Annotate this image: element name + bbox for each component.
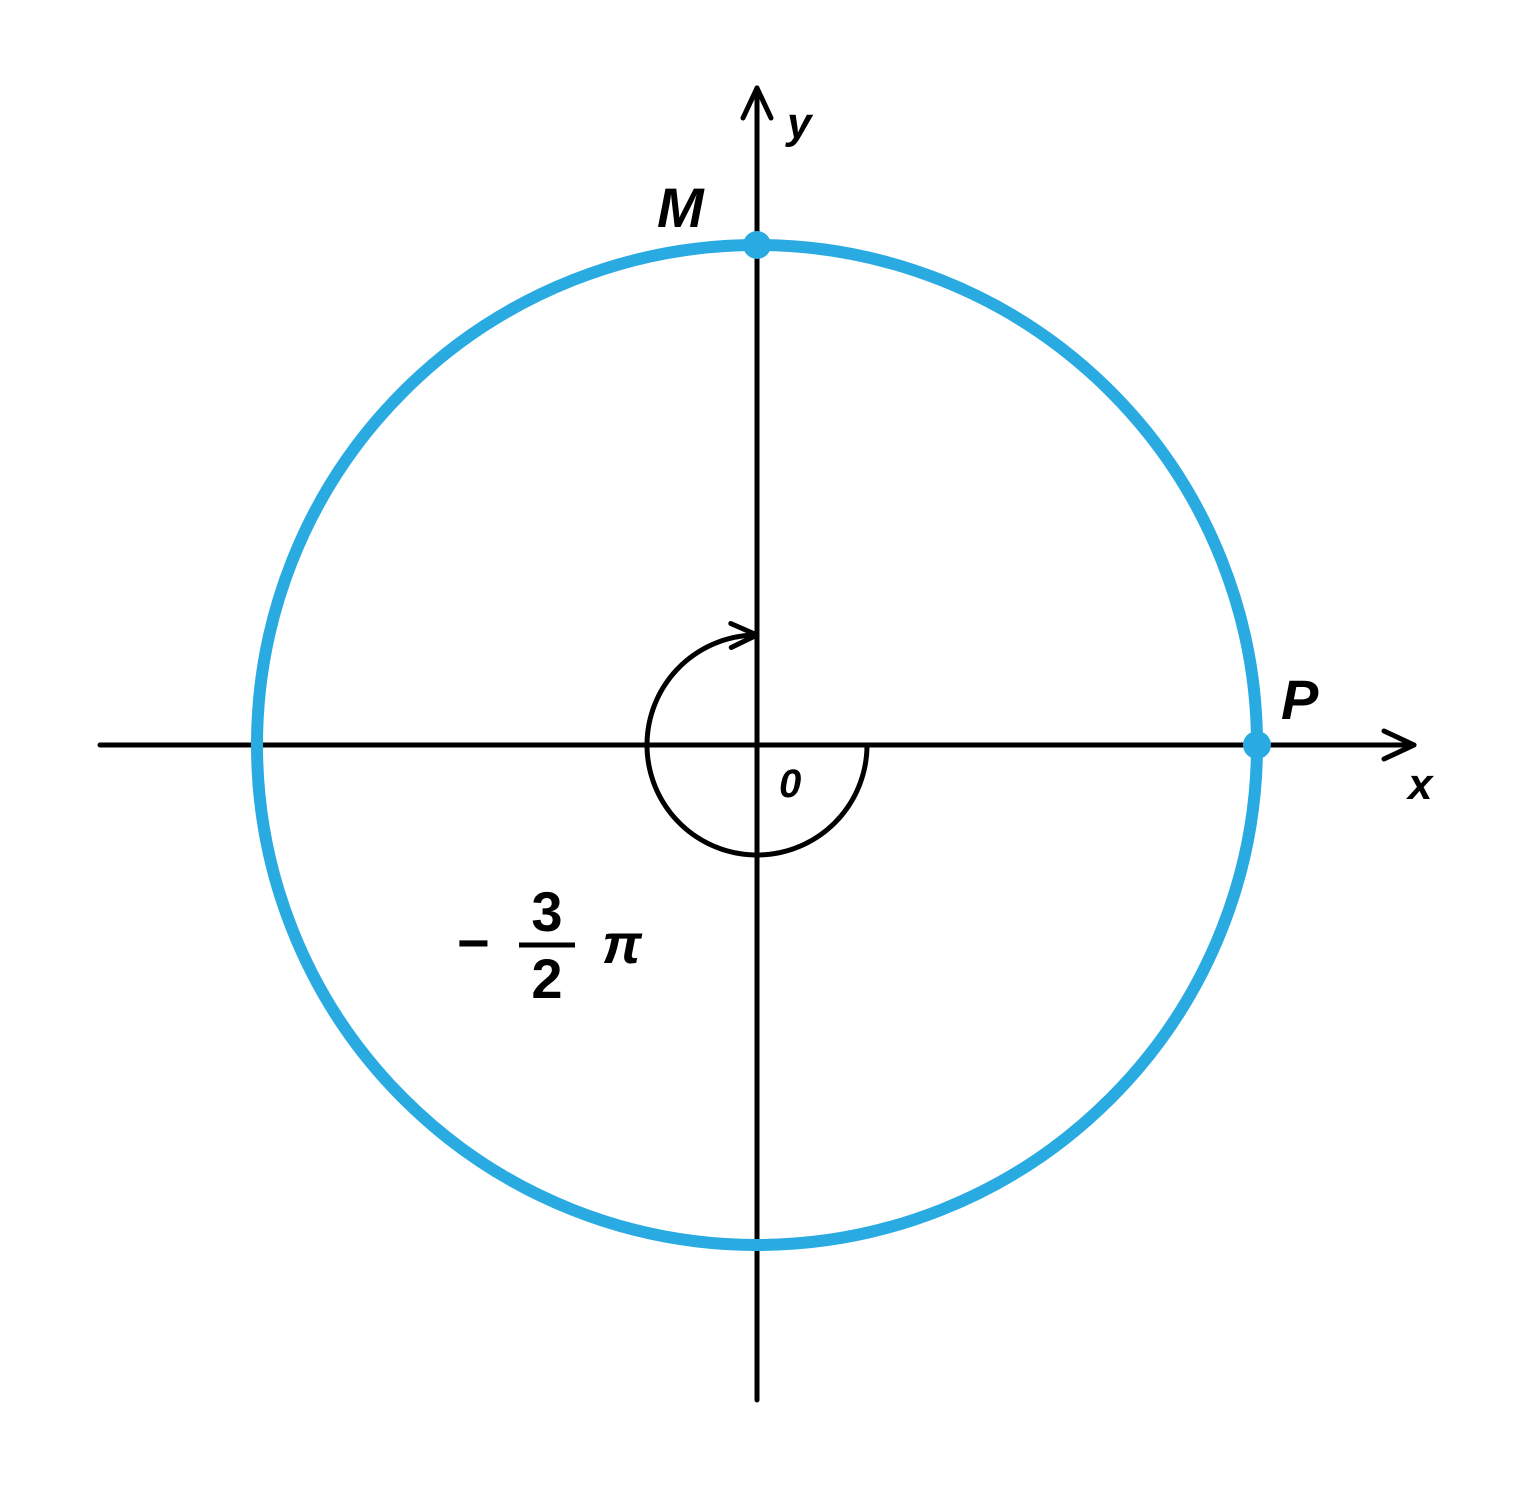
angle-pi-symbol: π	[602, 912, 643, 975]
axes	[100, 88, 1414, 1400]
angle-minus-sign: −	[457, 911, 490, 974]
point-m-label: M	[657, 176, 705, 239]
angle-numerator: 3	[531, 880, 562, 943]
origin-label: 0	[779, 762, 801, 806]
unit-circle-diagram: x y 0 P M − 3 2 π	[0, 0, 1515, 1491]
point-p-label: P	[1281, 668, 1319, 731]
angle-denominator: 2	[531, 947, 562, 1010]
labels: x y 0 P M − 3 2 π	[457, 99, 1434, 1010]
x-axis-label: x	[1406, 760, 1434, 809]
angle-value-label: − 3 2 π	[457, 880, 643, 1010]
y-axis-label: y	[785, 99, 814, 148]
